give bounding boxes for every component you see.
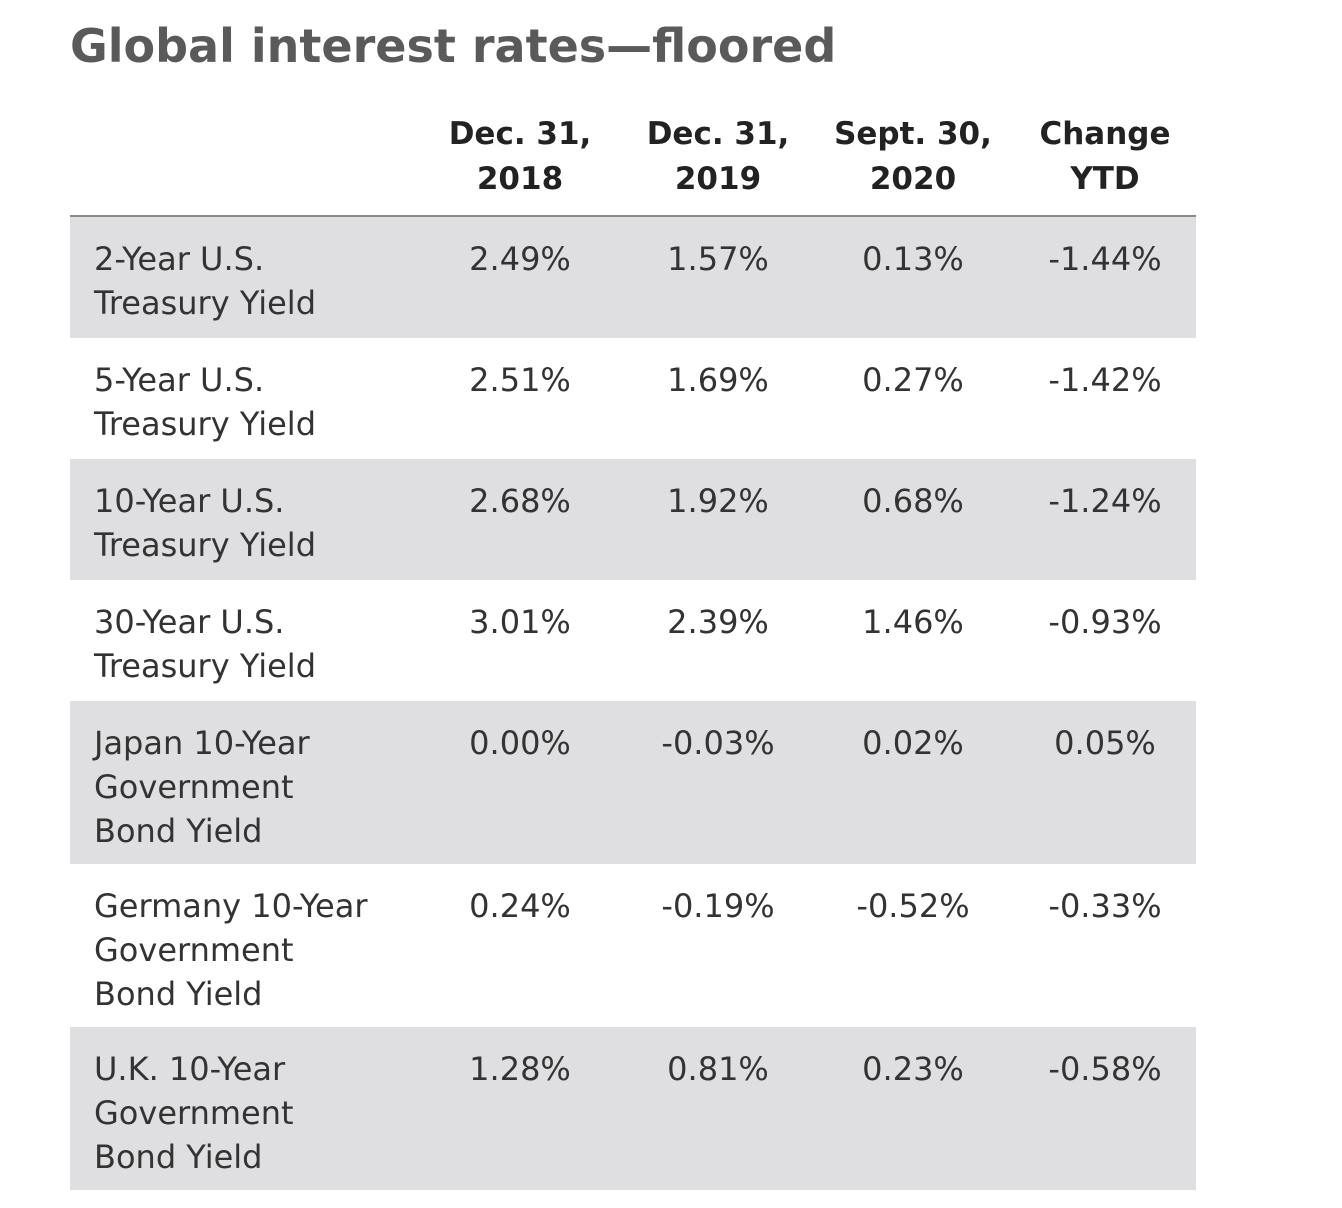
row-label: 10-Year U.S. Treasury Yield — [94, 482, 316, 564]
table-row: Japan 10-Year Government Bond Yield 0.00% … — [70, 701, 1196, 864]
table-cell: 0.13% — [862, 240, 964, 278]
table-cell: 0.27% — [862, 361, 964, 399]
table-cell: 1.46% — [862, 603, 964, 641]
table-title: Global interest rates—floored — [70, 19, 837, 73]
table-header-row: Dec. 31, 2018 Dec. 31, 2019 Sept. 30, 2020 … — [70, 110, 1196, 217]
table-row: 30-Year U.S. Treasury Yield 3.01% 2.39% 1… — [70, 580, 1196, 701]
table-cell: 1.92% — [667, 482, 769, 520]
table-cell: -1.24% — [1048, 482, 1162, 520]
table-row: 5-Year U.S. Treasury Yield 2.51% 1.69% 0.… — [70, 338, 1196, 459]
table-row: 10-Year U.S. Treasury Yield 2.68% 1.92% 0… — [70, 459, 1196, 580]
table-cell: -0.19% — [661, 887, 775, 925]
table-cell: 0.68% — [862, 482, 964, 520]
table-cell: 2.68% — [469, 482, 571, 520]
row-label: 2-Year U.S. Treasury Yield — [94, 240, 316, 322]
interest-rates-table: Dec. 31, 2018 Dec. 31, 2019 Sept. 30, 2020 … — [70, 110, 1196, 1190]
table-cell: -1.44% — [1048, 240, 1162, 278]
row-label: Germany 10-Year Government Bond Yield — [94, 887, 368, 1013]
column-header-dec-2018: Dec. 31, 2018 — [448, 116, 592, 197]
table-cell: 0.02% — [862, 724, 964, 762]
table-cell: -0.58% — [1048, 1050, 1162, 1088]
table-cell: 1.57% — [667, 240, 769, 278]
table-cell: 1.69% — [667, 361, 769, 399]
table-cell: -1.42% — [1048, 361, 1162, 399]
row-label: Japan 10-Year Government Bond Yield — [94, 724, 310, 850]
table-cell: 2.49% — [469, 240, 571, 278]
table-cell: 0.05% — [1054, 724, 1156, 762]
table-cell: 0.00% — [469, 724, 571, 762]
table-cell: 3.01% — [469, 603, 571, 641]
table-cell: 0.24% — [469, 887, 571, 925]
table-cell: -0.52% — [856, 887, 970, 925]
table-cell: 0.23% — [862, 1050, 964, 1088]
table-cell: 0.81% — [667, 1050, 769, 1088]
table-cell: 2.51% — [469, 361, 571, 399]
table-row: U.K. 10-Year Government Bond Yield 1.28% 0… — [70, 1027, 1196, 1190]
row-label: 30-Year U.S. Treasury Yield — [94, 603, 316, 685]
table-cell: -0.03% — [661, 724, 775, 762]
table-cell: 2.39% — [667, 603, 769, 641]
column-header-sept-2020: Sept. 30, 2020 — [834, 116, 992, 197]
row-label: U.K. 10-Year Government Bond Yield — [94, 1050, 294, 1176]
column-header-change-ytd: Change YTD — [1039, 116, 1171, 197]
table-cell: -0.93% — [1048, 603, 1162, 641]
table-row: 2-Year U.S. Treasury Yield 2.49% 1.57% 0.… — [70, 217, 1196, 338]
table-row: Germany 10-Year Government Bond Yield 0.24… — [70, 864, 1196, 1027]
table-cell: -0.33% — [1048, 887, 1162, 925]
row-label: 5-Year U.S. Treasury Yield — [94, 361, 316, 443]
table-cell: 1.28% — [469, 1050, 571, 1088]
column-header-dec-2019: Dec. 31, 2019 — [646, 116, 790, 197]
